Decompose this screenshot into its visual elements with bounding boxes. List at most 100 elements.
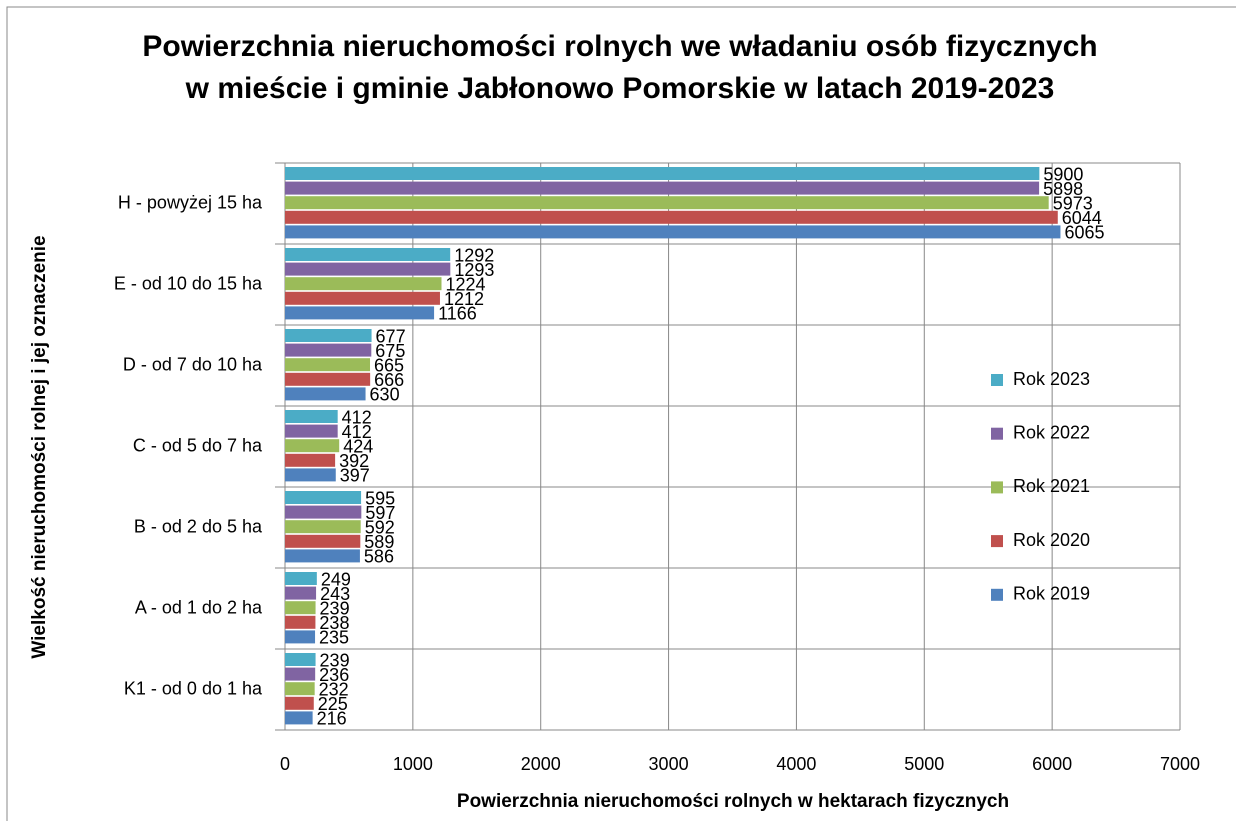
y-tick-label: E - od 10 do 15 ha (114, 273, 263, 293)
data-label: 239 (320, 598, 350, 618)
data-label: 412 (342, 422, 372, 442)
legend-swatch (991, 535, 1003, 548)
data-label: 597 (365, 503, 395, 523)
data-label: 665 (374, 355, 404, 375)
data-label: 225 (318, 694, 348, 714)
bar (285, 291, 440, 305)
x-tick-label: 3000 (649, 754, 689, 774)
bar (285, 262, 451, 276)
bar (285, 329, 372, 342)
y-tick-label: H - powyżej 15 ha (118, 192, 263, 212)
bar (285, 196, 1049, 210)
bar (285, 277, 442, 291)
data-label: 424 (343, 436, 373, 456)
bar (285, 630, 316, 644)
y-tick-label: B - od 2 do 5 ha (134, 516, 263, 536)
bar (285, 520, 361, 534)
bar (285, 387, 366, 401)
bar (285, 468, 336, 482)
data-label: 5900 (1043, 164, 1083, 184)
bar (285, 534, 361, 548)
bar (285, 248, 451, 261)
data-label: 586 (364, 547, 394, 567)
data-label: 235 (319, 628, 349, 648)
data-label: 216 (317, 709, 347, 729)
data-label: 666 (374, 370, 404, 390)
x-tick-label: 6000 (1032, 754, 1072, 774)
bar (285, 225, 1061, 239)
data-label: 592 (365, 517, 395, 537)
bar (285, 424, 338, 438)
legend-swatch (991, 374, 1003, 386)
data-label: 630 (370, 385, 400, 405)
data-label: 1166 (438, 304, 477, 324)
legend-label: Rok 2023 (1013, 369, 1090, 389)
data-label: 675 (375, 341, 405, 361)
legend-label: Rok 2019 (1013, 584, 1090, 604)
bar (285, 439, 340, 453)
data-label: 397 (340, 466, 370, 486)
x-tick-label: 5000 (904, 754, 944, 774)
data-label: 5898 (1043, 179, 1083, 199)
data-label: 677 (376, 326, 406, 346)
bar (285, 505, 362, 519)
y-tick-label: A - od 1 do 2 ha (135, 597, 263, 617)
bar (285, 653, 316, 666)
y-axis-label: Wielkość nieruchomości rolnej i jej ozna… (29, 235, 50, 658)
y-tick-label: D - od 7 do 10 ha (123, 354, 263, 374)
bar (285, 549, 360, 563)
bar (285, 358, 371, 372)
bar (285, 667, 316, 681)
bar (285, 210, 1058, 224)
x-tick-label: 0 (280, 754, 290, 774)
x-tick-label: 1000 (393, 754, 433, 774)
bar (285, 372, 371, 386)
y-tick-label: C - od 5 do 7 ha (133, 435, 263, 455)
data-label: 1292 (454, 245, 494, 265)
legend-label: Rok 2022 (1013, 422, 1090, 442)
bar (285, 586, 317, 600)
x-tick-label: 4000 (776, 754, 816, 774)
bar (285, 711, 313, 725)
bar (285, 167, 1040, 180)
data-label: 232 (319, 679, 349, 699)
bar (285, 453, 336, 467)
bar (285, 601, 316, 615)
bar (285, 410, 338, 423)
data-label: 6044 (1062, 208, 1102, 228)
bar (285, 682, 315, 696)
x-tick-label: 7000 (1160, 754, 1200, 774)
bar (285, 181, 1040, 195)
data-label: 392 (339, 451, 369, 471)
bar (285, 572, 317, 585)
bar (285, 343, 372, 357)
data-label: 236 (319, 665, 349, 685)
legend-swatch (991, 481, 1003, 494)
legend-label: Rok 2021 (1013, 476, 1090, 496)
data-label: 595 (365, 488, 395, 508)
legend-swatch (991, 427, 1003, 440)
legend-swatch (991, 588, 1003, 601)
x-tick-label: 2000 (521, 754, 561, 774)
data-label: 1293 (454, 260, 494, 280)
x-axis-label: Powierzchnia nieruchomości rolnych w hek… (457, 791, 1009, 812)
bar (285, 491, 362, 504)
data-label: 589 (364, 532, 394, 552)
data-label: 1212 (444, 289, 484, 309)
y-tick-label: K1 - od 0 do 1 ha (124, 678, 263, 698)
data-label: 243 (320, 584, 350, 604)
chart-title: Powierzchnia nieruchomości rolnych we wł… (142, 30, 1098, 105)
data-label: 239 (320, 650, 350, 670)
data-label: 5973 (1053, 193, 1093, 213)
frame (6, 6, 1236, 821)
data-label: 249 (321, 569, 351, 589)
legend-label: Rok 2020 (1013, 530, 1090, 550)
data-label: 238 (319, 613, 349, 633)
data-label: 6065 (1064, 223, 1104, 243)
bar (285, 615, 316, 629)
data-label: 1224 (445, 274, 485, 294)
bar (285, 696, 314, 710)
bar (285, 306, 435, 320)
